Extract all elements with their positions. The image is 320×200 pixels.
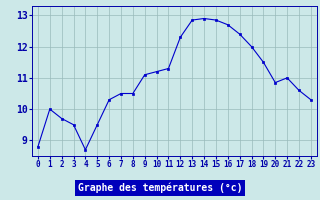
- Text: Graphe des températures (°c): Graphe des températures (°c): [78, 183, 242, 193]
